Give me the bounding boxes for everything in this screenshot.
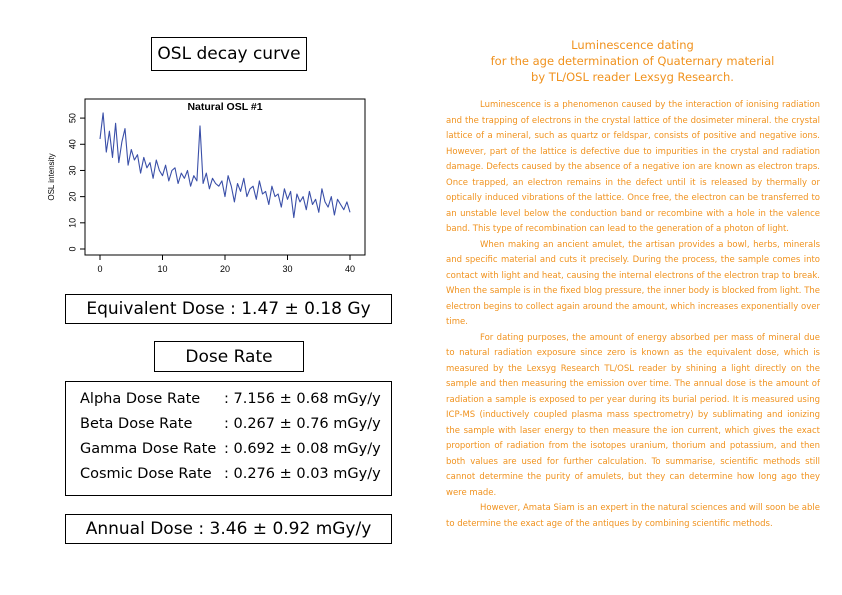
dose-rate-value: : 0.276 ± 0.03 mGy/y [224,466,381,482]
annual-dose-text: Annual Dose : 3.46 ± 0.92 mGy/y [85,519,372,539]
annual-dose-box: Annual Dose : 3.46 ± 0.92 mGy/y [65,514,392,544]
x-tick-label: 30 [282,264,292,274]
x-tick-label: 10 [157,264,167,274]
dose-rate-row-alpha: Alpha Dose Rate : 7.156 ± 0.68 mGy/y [80,388,381,410]
article-paragraph: When making an ancient amulet, the artis… [446,239,820,328]
dose-rate-heading-text: Dose Rate [185,346,273,367]
osl-decay-chart: 0 10 20 30 40 0 10 20 30 40 50 OSL intensity Natural… [47,98,366,274]
dose-rates-table: Alpha Dose Rate : 7.156 ± 0.68 mGy/y Beta… [65,381,392,496]
dose-rate-name: Cosmic Dose Rate [80,466,212,482]
article-paragraph: Luminescence is a phenomenon caused by t… [446,100,820,234]
y-tick-label: 10 [67,218,77,228]
dose-rate-name: Beta Dose Rate [80,416,193,432]
x-tick-label: 40 [345,264,355,274]
dose-rate-row-beta: Beta Dose Rate : 0.267 ± 0.76 mGy/y [80,413,381,435]
y-tick-label: 20 [67,192,77,202]
osl-decay-curve-heading-text: OSL decay curve [157,44,301,64]
y-axis-label: OSL intensity [47,153,56,200]
article-body: Luminescence is a phenomenon caused by t… [446,98,820,532]
article-title-line: Luminescence dating [571,38,694,52]
y-tick-label: 40 [67,139,77,149]
dose-rate-value: : 0.692 ± 0.08 mGy/y [224,441,381,457]
y-tick-label: 0 [67,246,77,251]
x-tick-label: 0 [97,264,102,274]
article-paragraph: For dating purposes, the amount of energ… [446,332,820,498]
dose-rate-name: Alpha Dose Rate [80,391,201,407]
article-title: Luminescence dating for the age determin… [445,37,820,85]
dose-rate-value: : 0.267 ± 0.76 mGy/y [224,416,381,432]
dose-rate-row-cosmic: Cosmic Dose Rate : 0.276 ± 0.03 mGy/y [80,463,381,485]
dose-rate-value: : 7.156 ± 0.68 mGy/y [224,391,381,407]
article-paragraph: However, Amata Siam is an expert in the … [446,503,820,529]
dose-rate-row-gamma: Gamma Dose Rate : 0.692 ± 0.08 mGy/y [80,438,381,460]
plot-frame [84,98,366,256]
equivalent-dose-box: Equivalent Dose : 1.47 ± 0.18 Gy [65,294,392,324]
y-tick-label: 30 [67,165,77,175]
series-line [99,112,351,219]
article-title-line: by TL/OSL reader Lexsyg Research. [531,70,734,84]
chart-title: Natural OSL #1 [187,101,262,113]
article-title-line: for the age determination of Quaternary … [490,54,775,68]
y-tick-label: 50 [67,113,77,123]
dose-rate-name: Gamma Dose Rate [80,441,217,457]
x-tick-label: 20 [220,264,230,274]
dose-rate-heading: Dose Rate [154,341,304,372]
equivalent-dose-text: Equivalent Dose : 1.47 ± 0.18 Gy [86,299,371,319]
osl-decay-curve-heading: OSL decay curve [151,37,307,71]
